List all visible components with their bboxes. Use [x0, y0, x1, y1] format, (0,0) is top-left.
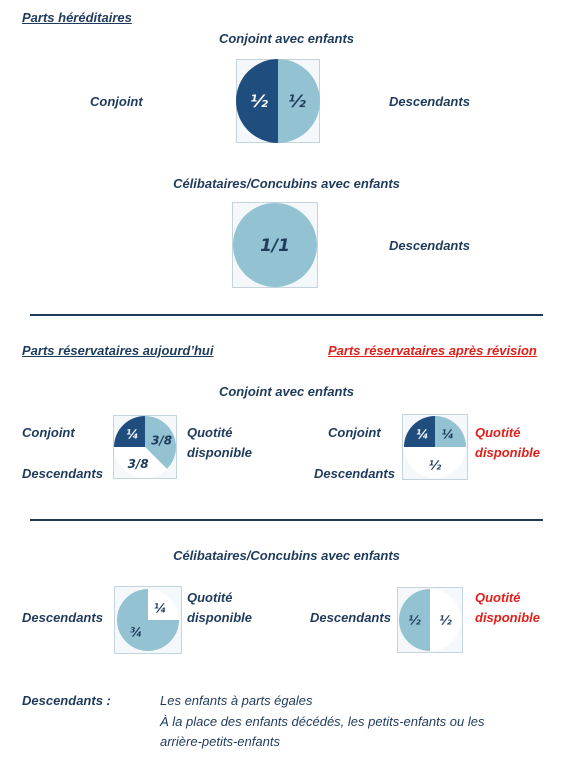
reserved-now-single-quota-line2: disponible	[187, 610, 252, 625]
hereditary-spouse-title: Conjoint avec enfants	[218, 31, 355, 46]
pie-r2-slice-2	[435, 416, 466, 447]
reserved-now-quota-line1: Quotité	[187, 425, 233, 440]
pie-r1-slice-1	[114, 416, 145, 447]
pie-r3-slice-label-2: ¼	[154, 601, 166, 615]
reserved-after-quota-line1: Quotité	[475, 425, 521, 440]
footnote-line1: Les enfants à parts égales	[160, 693, 313, 708]
pie-h2-slice-1	[233, 203, 317, 287]
reserved-single-title: Célibataires/Concubins avec enfants	[173, 548, 400, 563]
hereditary-descendants-label: Descendants	[389, 94, 470, 109]
pie-r4-slice-label-1: ½	[408, 613, 421, 627]
pie-r4-slice-label-2: ½	[439, 613, 452, 627]
pie-r2-slice-label-1: ¼	[416, 428, 428, 442]
hereditary-spouse-label: Conjoint	[90, 94, 143, 109]
footnote-line2: À la place des enfants décédés, les peti…	[160, 714, 485, 729]
hereditary-heading: Parts héréditaires	[22, 10, 132, 25]
pie-h2-slice-label-1: 1/1	[260, 236, 290, 256]
reserved-after-heading: Parts réservataires après révision	[328, 343, 537, 358]
reserved-now-single-quota-line1: Quotité	[187, 590, 233, 605]
pie-r1-slice-2	[145, 416, 176, 469]
pie-r1-slice-3	[114, 447, 167, 478]
reserved-after-single-quota-line1: Quotité	[475, 590, 521, 605]
pie-r1-slice-label-2: 3/8	[151, 433, 172, 447]
pie-hereditary-single-children: 1/1	[232, 202, 318, 288]
divider-top	[30, 314, 543, 316]
pie-h1-slice-label-2: ½	[288, 92, 306, 112]
footnote-term: Descendants :	[22, 693, 111, 708]
pie-r4-slice-1	[399, 589, 430, 651]
reserved-now-descendants-label: Descendants	[22, 466, 103, 481]
hereditary-single-title: Célibataires/Concubins avec enfants	[173, 176, 400, 191]
reserved-now-single-descendants-label: Descendants	[22, 610, 103, 625]
reserved-now-quota-line2: disponible	[187, 445, 252, 460]
pie-r3-slice-label-1: ¾	[130, 625, 142, 639]
pie-r2-slice-1	[404, 416, 435, 447]
divider-middle	[30, 519, 543, 521]
pie-r2-slice-label-2: ¼	[442, 428, 454, 442]
reserved-after-single-descendants-label: Descendants	[310, 610, 391, 625]
pie-r1-slice-label-3: 3/8	[128, 457, 149, 471]
pie-r3-slice-2	[148, 589, 179, 620]
reserved-spouse-title: Conjoint avec enfants	[218, 384, 355, 399]
reserved-now-spouse-label: Conjoint	[22, 425, 75, 440]
reserved-after-spouse-label: Conjoint	[328, 425, 381, 440]
hereditary-single-descendants-label: Descendants	[389, 238, 470, 253]
reserved-after-quota-line2: disponible	[475, 445, 540, 460]
reserved-after-descendants-label: Descendants	[314, 466, 395, 481]
reserved-after-single-quota-line2: disponible	[475, 610, 540, 625]
pie-r4-slice-2	[430, 589, 461, 651]
pie-h1-slice-label-1: ½	[250, 92, 268, 112]
pie-h1-slice-1	[236, 59, 278, 143]
pie-reserved-now-spouse-children: ¼ 3/8 3/8	[113, 415, 177, 479]
pie-r2-slice-label-3: ½	[429, 458, 442, 472]
pie-r1-slice-label-1: ¼	[126, 428, 138, 442]
pie-r2-slice-3	[404, 447, 466, 478]
footnote-line3: arrière-petits-enfants	[160, 734, 280, 749]
reserved-now-heading: Parts réservataires aujourd’hui	[22, 343, 214, 358]
pie-h1-slice-2	[278, 59, 320, 143]
